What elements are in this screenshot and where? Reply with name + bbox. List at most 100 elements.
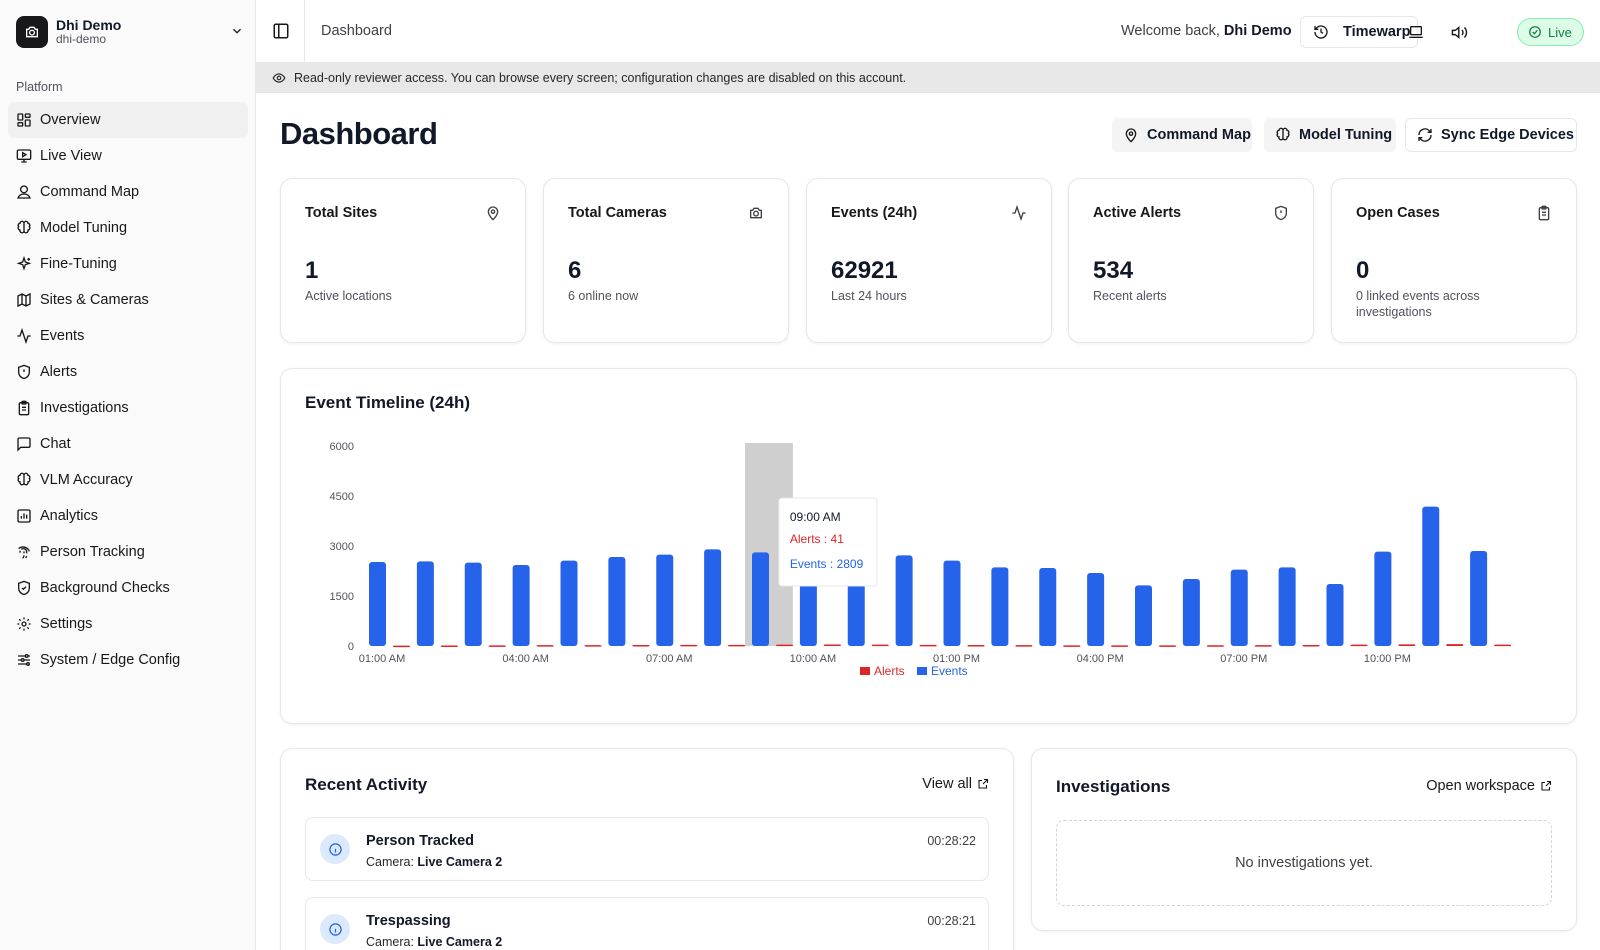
sidebar-item-background-checks[interactable]: Background Checks bbox=[8, 570, 248, 606]
legend-swatch-events bbox=[917, 667, 927, 675]
event-timeline-chart[interactable]: 0 1500 3000 4500 6000 01:00 AM 04:00 AM 07:00 A… bbox=[281, 369, 1578, 725]
sidebar-item-system-edge-config[interactable]: System / Edge Config bbox=[8, 642, 248, 678]
header-divider bbox=[304, 0, 305, 63]
sidebar-item-label: Fine-Tuning bbox=[40, 256, 117, 272]
alerts-bar bbox=[488, 645, 506, 647]
command-map-button[interactable]: Command Map bbox=[1112, 118, 1252, 152]
sidebar-item-fine-tuning[interactable]: Fine-Tuning bbox=[8, 246, 248, 282]
stat-value: 6 bbox=[568, 257, 582, 284]
alerts-bar bbox=[1302, 645, 1320, 647]
events-bar bbox=[1087, 573, 1105, 646]
events-bar bbox=[656, 554, 674, 646]
sidebar-item-alerts[interactable]: Alerts bbox=[8, 354, 248, 390]
stat-card-open-cases: Open Cases 0 0 linked events across inve… bbox=[1331, 178, 1577, 343]
stat-subtitle: 0 linked events across investigations bbox=[1356, 289, 1480, 320]
events-bar bbox=[1278, 567, 1296, 646]
sidebar-item-person-tracking[interactable]: Person Tracking bbox=[8, 534, 248, 570]
event-timeline-card: Event Timeline (24h) 0 1500 3000 4500 6000 01… bbox=[280, 368, 1577, 724]
info-icon bbox=[320, 834, 350, 864]
shield-alert-icon bbox=[1273, 205, 1289, 221]
sidebar-item-model-tuning[interactable]: Model Tuning bbox=[8, 210, 248, 246]
view-all-link[interactable]: View all bbox=[922, 776, 989, 792]
events-bar bbox=[1326, 584, 1344, 646]
live-label: Live bbox=[1548, 24, 1572, 40]
stat-card-total-cameras: Total Cameras 6 6 online now bbox=[543, 178, 789, 343]
sidebar-item-label: Events bbox=[40, 328, 85, 344]
sidebar-item-live-view[interactable]: Live View bbox=[8, 138, 248, 174]
sidebar-item-label: Background Checks bbox=[40, 580, 170, 596]
events-bar bbox=[1230, 569, 1248, 646]
events-bar bbox=[943, 560, 961, 646]
map-pin-icon bbox=[485, 205, 501, 221]
model-tuning-button[interactable]: Model Tuning bbox=[1264, 118, 1396, 152]
eye-icon bbox=[272, 71, 286, 85]
open-workspace-label: Open workspace bbox=[1426, 778, 1535, 794]
sidebar-item-overview[interactable]: Overview bbox=[8, 102, 248, 138]
events-bar bbox=[560, 560, 578, 646]
events-bar bbox=[1422, 506, 1440, 646]
recent-activity-title: Recent Activity bbox=[305, 775, 428, 794]
sidebar-item-label: Sites & Cameras bbox=[40, 292, 149, 308]
y-tick-label: 0 bbox=[348, 641, 354, 653]
events-bar bbox=[752, 552, 769, 646]
events-bar bbox=[1470, 551, 1488, 646]
stat-value: 62921 bbox=[831, 257, 898, 284]
events-bar bbox=[1135, 585, 1152, 646]
activity-item[interactable]: Person Tracked Camera: Live Camera 2 00:… bbox=[305, 817, 989, 881]
stat-subtitle: 6 online now bbox=[568, 289, 639, 303]
x-tick-label: 01:00 PM bbox=[933, 653, 980, 665]
camera-name: Live Camera 2 bbox=[417, 855, 503, 869]
sidebar-nav: Overview Live View Command Map Model Tun… bbox=[8, 102, 248, 678]
laptop-icon[interactable] bbox=[1406, 22, 1426, 42]
events-bar bbox=[464, 562, 482, 646]
tooltip-time: 09:00 AM bbox=[790, 510, 841, 524]
recent-activity-card: Recent Activity View all Person Tracked … bbox=[280, 748, 1014, 950]
alerts-bar bbox=[871, 644, 889, 647]
nav-group-label: Platform bbox=[16, 80, 63, 94]
x-tick-label: 04:00 AM bbox=[502, 653, 548, 665]
sidebar-item-settings[interactable]: Settings bbox=[8, 606, 248, 642]
alerts-bar bbox=[776, 644, 793, 647]
sidebar-item-label: Alerts bbox=[40, 364, 78, 380]
sidebar-item-label: Command Map bbox=[40, 184, 140, 200]
open-workspace-link[interactable]: Open workspace bbox=[1426, 778, 1552, 794]
sidebar-toggle-icon[interactable] bbox=[270, 20, 292, 42]
sidebar-item-vlm-accuracy[interactable]: VLM Accuracy bbox=[8, 462, 248, 498]
events-bar bbox=[895, 555, 913, 646]
breadcrumb[interactable]: Dashboard bbox=[321, 23, 392, 39]
alerts-bar bbox=[1111, 645, 1129, 647]
sidebar-item-investigations[interactable]: Investigations bbox=[8, 390, 248, 426]
sidebar-item-chat[interactable]: Chat bbox=[8, 426, 248, 462]
live-status-badge[interactable]: Live bbox=[1517, 18, 1584, 46]
x-tick-label: 10:00 AM bbox=[790, 653, 836, 665]
stat-title: Total Sites bbox=[305, 205, 378, 221]
org-switcher[interactable]: Dhi Demo dhi-demo bbox=[16, 14, 244, 50]
events-bar bbox=[512, 565, 530, 646]
sidebar-item-sites-cameras[interactable]: Sites & Cameras bbox=[8, 282, 248, 318]
sidebar-item-label: Chat bbox=[40, 436, 71, 452]
chevron-down-icon[interactable] bbox=[230, 24, 244, 43]
alerts-bar bbox=[680, 644, 698, 647]
activity-camera: Camera: Live Camera 2 bbox=[366, 935, 502, 949]
sidebar-item-command-map[interactable]: Command Map bbox=[8, 174, 248, 210]
alerts-bar bbox=[1063, 645, 1081, 647]
stat-subtitle: Recent alerts bbox=[1093, 289, 1167, 303]
events-bar bbox=[991, 567, 1009, 646]
investigations-card: Investigations Open workspace No investi… bbox=[1031, 748, 1577, 931]
stat-title: Open Cases bbox=[1356, 205, 1440, 221]
org-name: Dhi Demo bbox=[56, 17, 122, 34]
user-pin-icon bbox=[16, 184, 32, 200]
timewarp-button[interactable]: Timewarp bbox=[1300, 16, 1418, 48]
sync-edge-devices-button[interactable]: Sync Edge Devices bbox=[1405, 118, 1577, 152]
events-bar bbox=[369, 562, 386, 646]
sidebar-item-events[interactable]: Events bbox=[8, 318, 248, 354]
monitor-play-icon bbox=[16, 148, 32, 164]
investigations-title: Investigations bbox=[1056, 777, 1171, 796]
sidebar-item-label: Overview bbox=[40, 112, 101, 128]
volume-icon[interactable] bbox=[1449, 22, 1469, 42]
events-bar bbox=[416, 561, 434, 646]
activity-title: Person Tracked bbox=[366, 833, 474, 849]
sidebar-item-analytics[interactable]: Analytics bbox=[8, 498, 248, 534]
stat-value: 534 bbox=[1093, 257, 1134, 284]
activity-item[interactable]: Trespassing Camera: Live Camera 2 00:28:… bbox=[305, 897, 989, 950]
